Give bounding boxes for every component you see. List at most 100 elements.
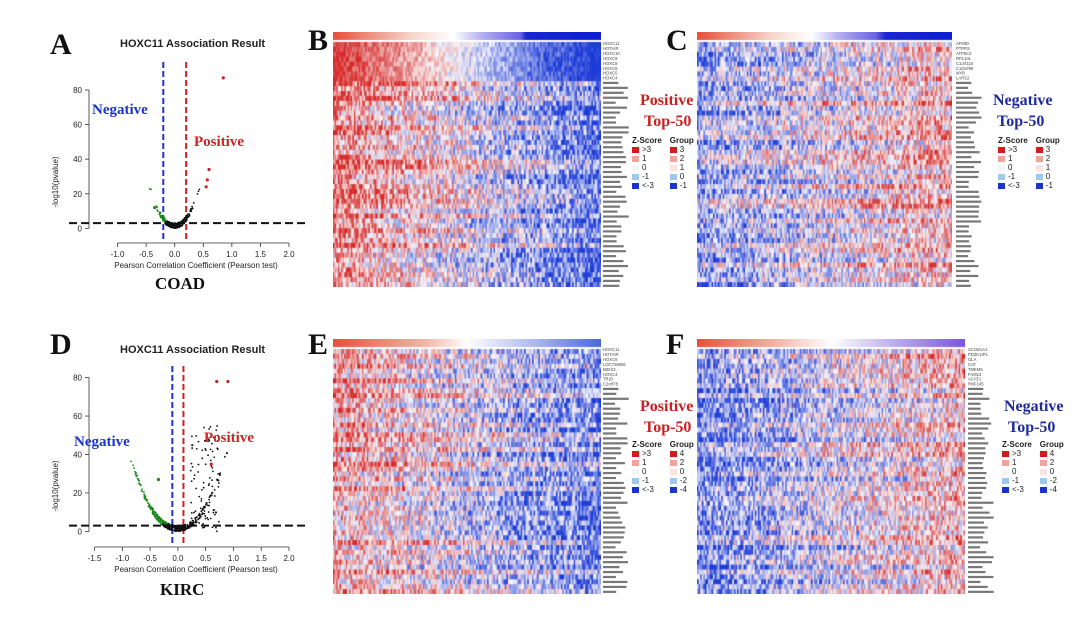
gene-label-placeholder xyxy=(603,585,627,588)
gene-label-placeholder xyxy=(956,245,972,248)
y-tick-label: 0 xyxy=(78,224,83,233)
background-point xyxy=(179,223,182,226)
background-point xyxy=(167,523,170,525)
background-point xyxy=(156,513,159,516)
gene-label-placeholder xyxy=(968,531,985,534)
gene-label-placeholder xyxy=(968,526,988,529)
x-tick-label: 0.5 xyxy=(200,554,212,563)
background-point xyxy=(174,525,177,528)
y-axis-label: -log10(pvalue) xyxy=(51,156,60,207)
gene-label-placeholder xyxy=(603,417,619,420)
gene-label: HOXC6 xyxy=(603,66,618,71)
gene-label-placeholder xyxy=(956,141,975,144)
background-point xyxy=(191,447,194,449)
gene-label-placeholder xyxy=(956,190,979,193)
highlight-point xyxy=(209,462,213,466)
gene-label-placeholder xyxy=(956,146,975,149)
gene-label-placeholder xyxy=(603,407,621,410)
zscore-legend-item: 0 xyxy=(1002,467,1032,476)
gene-label: TMEM5 xyxy=(968,367,983,372)
gene-label-placeholder xyxy=(603,101,616,104)
gene-label-placeholder xyxy=(956,136,972,139)
gene-label-placeholder xyxy=(603,556,623,559)
panel-letter-b: B xyxy=(308,24,329,57)
gene-label-placeholder xyxy=(968,566,983,569)
background-point xyxy=(216,434,219,437)
gene-label-placeholder xyxy=(603,146,623,149)
gene-label-placeholder xyxy=(968,422,992,425)
background-point xyxy=(190,501,193,504)
background-point xyxy=(202,507,205,510)
volcano-plot-coad: 0 20 40 60 80 -1.0 -0.5 0.0 0.5 1.0 1.5 2.0 -log10(… xyxy=(51,62,309,270)
legend-f: Z-Score >3 1 0 -1 <-3 Group 4 2 0 -2 -4 xyxy=(1002,440,1064,494)
background-point xyxy=(209,459,212,462)
background-point xyxy=(198,522,201,524)
zscore-legend-item: <-3 xyxy=(1002,485,1032,494)
background-point xyxy=(158,520,161,523)
positive-label: Positive xyxy=(204,430,254,446)
y-tick-label: 80 xyxy=(73,374,82,383)
background-point xyxy=(176,224,179,227)
gene-label-placeholder xyxy=(603,580,628,584)
background-point xyxy=(191,205,193,208)
gene-label-placeholder xyxy=(603,260,624,263)
background-point xyxy=(186,527,188,530)
cancer-label-coad: COAD xyxy=(155,274,206,293)
gene-label-placeholder xyxy=(968,570,986,574)
legend-swatch xyxy=(669,477,677,484)
background-point xyxy=(164,522,167,525)
background-point xyxy=(173,525,175,528)
y-tick-label: 20 xyxy=(73,190,82,199)
background-point xyxy=(188,213,191,216)
gene-labels-e: HOXC11HOTAIRHOXC6LOC728606MEIS3HOXC4TRIO… xyxy=(603,347,629,593)
legend-swatch xyxy=(632,486,639,493)
gene-label-placeholder xyxy=(968,546,981,549)
background-point xyxy=(217,479,220,482)
gene-label-placeholder xyxy=(603,136,623,139)
title-line-2: Top-50 xyxy=(644,419,692,436)
gene-label-placeholder xyxy=(603,432,617,435)
zscore-legend-item: <-3 xyxy=(998,181,1028,190)
background-point xyxy=(212,436,215,439)
volcano-title-coad: HOXC11 Association Result xyxy=(120,38,266,50)
gene-label: AFMID xyxy=(956,41,969,46)
background-point xyxy=(163,525,165,528)
group-legend-item: 4 xyxy=(669,449,694,458)
background-point xyxy=(142,491,145,493)
y-axis-label: -log10(pvalue) xyxy=(51,460,60,511)
background-point xyxy=(150,508,153,510)
background-point xyxy=(168,225,171,228)
gene-label-placeholder xyxy=(968,412,982,415)
gene-labels-b: HOXC11HOTAIRHOXC10HOXC9HOXC8HOXC6HOXC5HO… xyxy=(603,41,629,287)
gene-label-placeholder xyxy=(968,397,990,400)
gene-label: HOTAIR xyxy=(603,352,619,357)
background-point xyxy=(143,495,146,498)
legend-swatch xyxy=(1039,477,1047,484)
zscore-legend-item: 1 xyxy=(632,458,662,467)
gene-label-placeholder xyxy=(956,161,982,164)
gene-label-placeholder xyxy=(956,116,982,119)
gene-label-placeholder xyxy=(956,279,970,282)
x-tick-label: 1.0 xyxy=(226,250,238,259)
zscore-legend-title: Z-Score xyxy=(1002,440,1032,449)
group-legend-title: Group xyxy=(1035,136,1060,145)
gene-label-placeholder xyxy=(603,481,624,485)
background-point xyxy=(151,509,154,512)
zscore-legend-item: >3 xyxy=(632,145,662,154)
background-point xyxy=(169,528,172,531)
gene-label-placeholder xyxy=(603,279,620,282)
background-point xyxy=(186,523,189,526)
background-point xyxy=(215,530,218,533)
legend-item-label: 0 xyxy=(1012,467,1017,476)
background-point xyxy=(175,222,178,225)
gene-label: CAT xyxy=(968,362,977,367)
gene-label-placeholder xyxy=(603,195,626,198)
gene-label-placeholder xyxy=(968,556,994,559)
background-point xyxy=(191,465,194,468)
gene-label-placeholder xyxy=(956,86,969,89)
zscore-legend-item: <-3 xyxy=(632,181,662,190)
gene-label-placeholder xyxy=(956,101,979,104)
legend-swatch xyxy=(1035,182,1043,189)
background-point xyxy=(188,215,190,218)
background-point xyxy=(198,517,201,520)
